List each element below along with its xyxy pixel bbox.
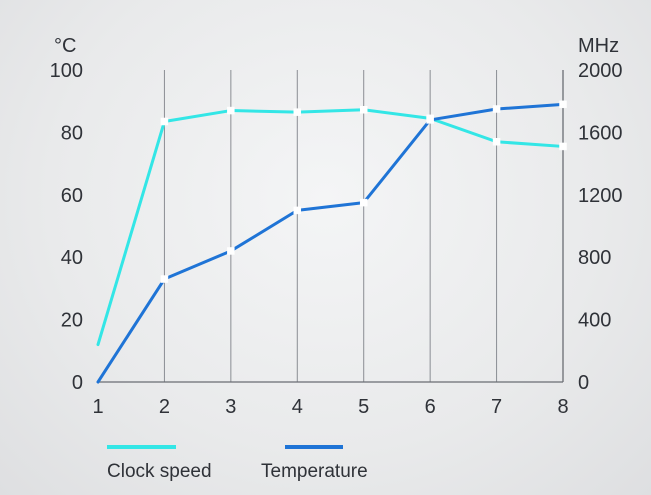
series-layer (96, 100, 567, 384)
right-tick-label: 1200 (578, 185, 623, 207)
left-tick-label: 0 (72, 372, 83, 394)
data-point-clock-speed (559, 142, 567, 151)
data-point-temperature (492, 105, 501, 113)
data-point-clock-speed (227, 106, 235, 115)
data-point-temperature (426, 116, 434, 124)
series-line-temperature (96, 102, 565, 384)
x-tick-label: 3 (225, 396, 236, 418)
right-tick-label: 400 (578, 310, 611, 332)
right-tick-label: 800 (578, 247, 611, 269)
legend-label-clock-speed: Clock speed (107, 461, 212, 482)
series-line-clock-speed (96, 108, 565, 347)
left-tick-label: 80 (61, 122, 83, 144)
data-point-clock-speed (160, 117, 169, 126)
left-tick-label: 60 (61, 185, 83, 207)
left-tick-label: 40 (61, 247, 83, 269)
data-point-temperature (293, 206, 302, 215)
x-tick-label: 7 (491, 396, 502, 418)
left-tick-label: 100 (50, 60, 83, 82)
x-tick-label: 4 (292, 396, 303, 418)
data-point-temperature (160, 275, 169, 283)
x-tick-label: 5 (358, 396, 369, 418)
data-point-clock-speed (293, 108, 302, 116)
x-tick-label: 1 (92, 396, 103, 418)
left-tick-label: 20 (61, 310, 83, 332)
x-tick-label: 2 (159, 396, 170, 418)
right-tick-label: 2000 (578, 60, 623, 82)
legend: Clock speed Temperature (107, 445, 368, 482)
right-tick-label: 0 (578, 372, 589, 394)
data-point-clock-speed (359, 106, 368, 114)
right-tick-label: 1600 (578, 122, 623, 144)
x-tick-label: 8 (557, 396, 568, 418)
right-axis-unit: MHz (578, 35, 619, 57)
legend-label-temperature: Temperature (261, 461, 368, 482)
x-tick-label: 6 (425, 396, 436, 418)
data-point-temperature (559, 100, 567, 109)
data-point-temperature (227, 247, 235, 255)
data-point-temperature (359, 198, 368, 207)
axes (98, 70, 564, 383)
data-point-clock-speed (492, 138, 501, 146)
left-axis-unit: °C (54, 35, 76, 57)
